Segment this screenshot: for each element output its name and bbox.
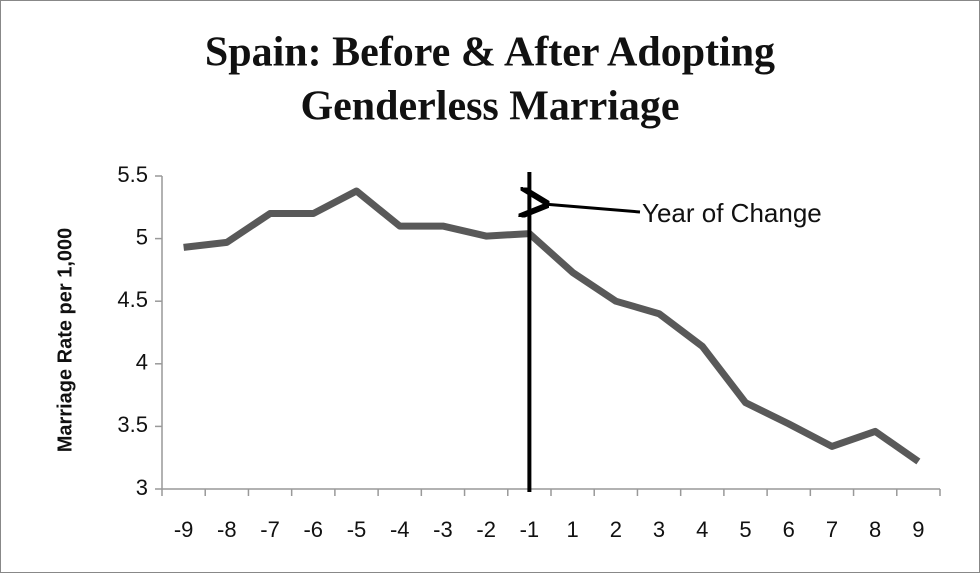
x-tick-label: 6 xyxy=(783,517,795,542)
y-tick-label: 4.5 xyxy=(117,287,148,312)
x-tick-label: 2 xyxy=(610,517,622,542)
x-tick-label: -8 xyxy=(217,517,237,542)
data-line xyxy=(183,187,921,465)
chart-title: Spain: Before & After Adopting xyxy=(205,30,775,76)
x-tick-label: -2 xyxy=(476,517,496,542)
y-tick-label: 5.5 xyxy=(117,162,148,187)
x-tick-label: -1 xyxy=(520,517,540,542)
x-tick-label: -4 xyxy=(390,517,410,542)
x-tick-label: -3 xyxy=(433,517,453,542)
x-tick-label: -6 xyxy=(303,517,323,542)
chart-title: Genderless Marriage xyxy=(300,84,679,130)
x-tick-label: -7 xyxy=(260,517,280,542)
y-axis-label: Marriage Rate per 1,000 xyxy=(54,228,76,453)
x-tick-label: 8 xyxy=(869,517,881,542)
y-tick-label: 4 xyxy=(136,350,148,375)
annotation-text: Year of Change xyxy=(642,198,822,228)
annotation-arrow xyxy=(543,204,641,212)
y-tick-label: 3 xyxy=(136,475,148,500)
x-tick-label: 1 xyxy=(566,517,578,542)
x-tick-label: 7 xyxy=(826,517,838,542)
x-tick-label: 9 xyxy=(912,517,924,542)
x-tick-label: 5 xyxy=(739,517,751,542)
x-tick-label: 4 xyxy=(696,517,708,542)
y-tick-label: 3.5 xyxy=(117,412,148,437)
y-tick-label: 5 xyxy=(136,224,148,249)
x-tick-label: 3 xyxy=(653,517,665,542)
x-tick-label: -9 xyxy=(174,517,194,542)
x-tick-label: -5 xyxy=(347,517,367,542)
